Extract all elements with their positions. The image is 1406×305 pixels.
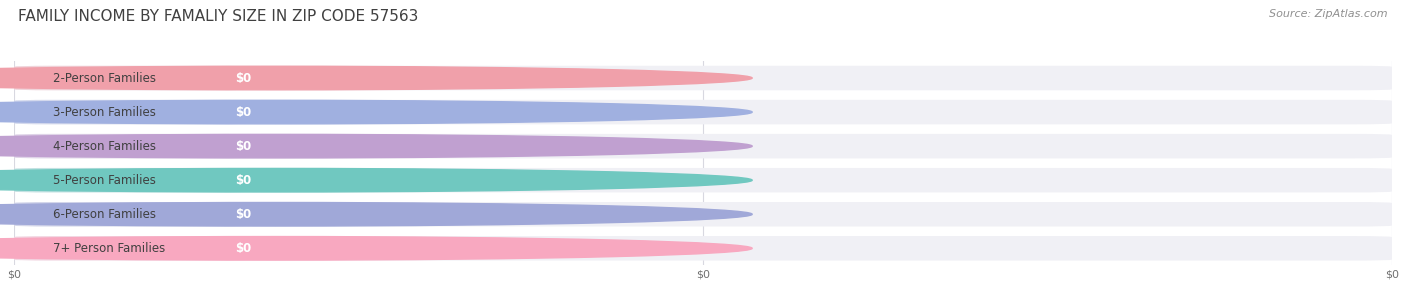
FancyBboxPatch shape bbox=[14, 168, 1392, 192]
Text: $0: $0 bbox=[235, 140, 250, 152]
FancyBboxPatch shape bbox=[214, 206, 271, 223]
Circle shape bbox=[0, 168, 752, 192]
Text: $0: $0 bbox=[235, 242, 250, 255]
FancyBboxPatch shape bbox=[14, 66, 1392, 90]
Text: Source: ZipAtlas.com: Source: ZipAtlas.com bbox=[1270, 9, 1388, 19]
FancyBboxPatch shape bbox=[14, 134, 1392, 158]
Text: 3-Person Families: 3-Person Families bbox=[52, 106, 156, 119]
FancyBboxPatch shape bbox=[214, 103, 271, 121]
FancyBboxPatch shape bbox=[14, 236, 1392, 260]
Circle shape bbox=[0, 237, 752, 260]
Text: FAMILY INCOME BY FAMALIY SIZE IN ZIP CODE 57563: FAMILY INCOME BY FAMALIY SIZE IN ZIP COD… bbox=[18, 9, 419, 24]
Text: 6-Person Families: 6-Person Families bbox=[52, 208, 156, 221]
Text: $0: $0 bbox=[235, 72, 250, 84]
Circle shape bbox=[0, 135, 752, 158]
Text: 4-Person Families: 4-Person Families bbox=[52, 140, 156, 152]
FancyBboxPatch shape bbox=[14, 66, 249, 90]
FancyBboxPatch shape bbox=[14, 100, 249, 124]
Circle shape bbox=[0, 100, 752, 124]
FancyBboxPatch shape bbox=[214, 239, 271, 257]
Text: 5-Person Families: 5-Person Families bbox=[52, 174, 156, 187]
Text: 2-Person Families: 2-Person Families bbox=[52, 72, 156, 84]
FancyBboxPatch shape bbox=[14, 134, 249, 158]
FancyBboxPatch shape bbox=[214, 137, 271, 155]
Text: $0: $0 bbox=[235, 106, 250, 119]
FancyBboxPatch shape bbox=[14, 236, 249, 260]
FancyBboxPatch shape bbox=[14, 168, 249, 192]
Text: 7+ Person Families: 7+ Person Families bbox=[52, 242, 165, 255]
Circle shape bbox=[0, 203, 752, 226]
FancyBboxPatch shape bbox=[14, 202, 1392, 227]
Circle shape bbox=[0, 66, 752, 90]
FancyBboxPatch shape bbox=[14, 100, 1392, 124]
FancyBboxPatch shape bbox=[214, 171, 271, 189]
Text: $0: $0 bbox=[235, 208, 250, 221]
Text: $0: $0 bbox=[235, 174, 250, 187]
FancyBboxPatch shape bbox=[214, 69, 271, 87]
FancyBboxPatch shape bbox=[14, 202, 249, 227]
